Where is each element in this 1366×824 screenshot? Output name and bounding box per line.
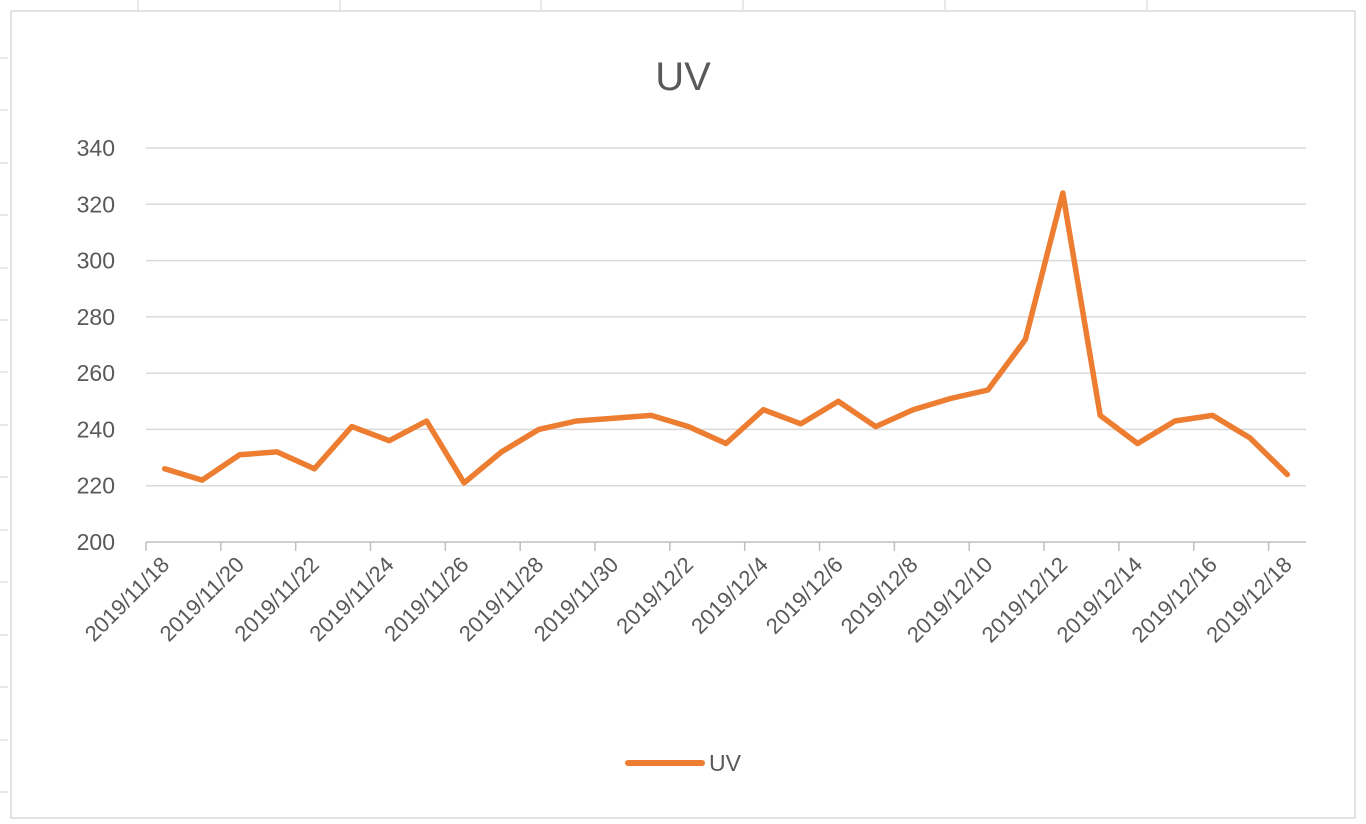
legend-label-uv: UV (709, 750, 742, 776)
chart-title: UV (655, 55, 711, 99)
y-axis-tick-labels: 200 220 240 260 280 300 320 340 (77, 135, 115, 555)
x-tick-label: 2019/12/2 (611, 552, 698, 639)
chart-area-border (10, 10, 1356, 819)
y-tick-label-320: 320 (77, 191, 115, 217)
y-tick-label-300: 300 (77, 248, 115, 274)
spreadsheet-background (0, 0, 1148, 793)
y-tick-label-220: 220 (77, 473, 115, 499)
y-tick-label-200: 200 (77, 529, 115, 555)
y-tick-label-340: 340 (77, 135, 115, 161)
y-tick-label-260: 260 (77, 360, 115, 386)
y-tick-label-280: 280 (77, 304, 115, 330)
series-layer (161, 190, 1291, 486)
series-line-uv (161, 190, 1291, 486)
x-axis: 2019/11/182019/11/202019/11/222019/11/24… (80, 541, 1306, 647)
y-tick-label-240: 240 (77, 416, 115, 442)
legend: UV (625, 750, 742, 776)
x-tick-label: 2019/12/6 (761, 552, 848, 639)
x-tick-label: 2019/12/4 (686, 552, 773, 639)
gridlines (146, 147, 1306, 487)
